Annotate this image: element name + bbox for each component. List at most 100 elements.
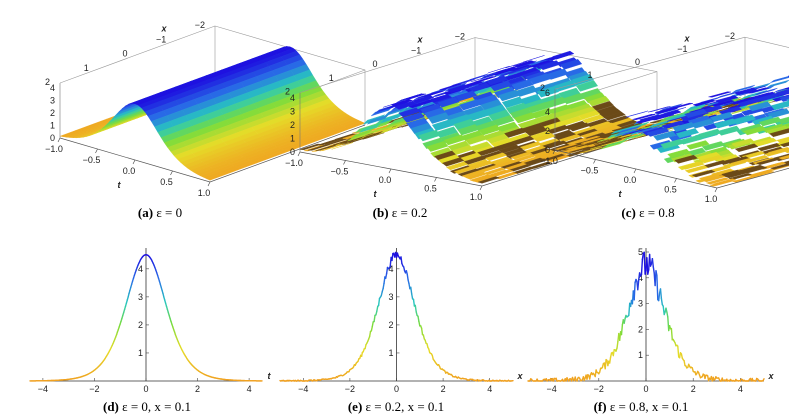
curve-segment <box>616 340 619 349</box>
surface-patch <box>775 88 789 96</box>
surface-patch <box>473 175 497 183</box>
surface-patch <box>765 125 789 135</box>
curve-segment <box>385 266 389 275</box>
t-tick-label: 0.0 <box>624 175 637 185</box>
curve-segment <box>623 317 626 324</box>
surface-patch <box>572 143 596 150</box>
y-tick-label: 1 <box>388 348 393 358</box>
caption-d: (d) ε = 0, x = 0.1 <box>103 399 191 415</box>
surface-patch <box>576 141 599 148</box>
surface-patch <box>465 134 488 145</box>
surface-patch <box>351 129 374 139</box>
surface-patch <box>653 130 677 141</box>
curve-segment <box>377 297 381 307</box>
x-tick-label: 2 <box>540 83 545 93</box>
surface-patch <box>529 161 553 169</box>
surface-patch <box>698 128 722 139</box>
curve-segment <box>371 321 374 328</box>
z-tick-label: 4 <box>545 107 550 117</box>
surface-patch <box>398 107 421 118</box>
caption-c-text: ε = 0.8 <box>639 205 675 220</box>
surface-patch <box>769 128 789 138</box>
surface-patch <box>637 125 661 134</box>
surface-patch <box>654 106 679 114</box>
x-axis-label: x <box>516 371 523 381</box>
x-tick-label: 4 <box>247 384 252 394</box>
curve-segment <box>373 314 376 323</box>
x-tick-label: 2 <box>285 87 290 97</box>
t-tick-label: 0.5 <box>424 184 437 194</box>
x-tick-label: −2 <box>725 31 735 41</box>
surface-patch <box>486 75 509 86</box>
surface-patch <box>422 137 445 149</box>
curve-segment <box>641 252 644 261</box>
curve-segment <box>368 330 372 338</box>
surface-patch <box>748 101 772 112</box>
surface-patch <box>447 84 470 94</box>
surface-patch <box>206 172 227 181</box>
surface-patch <box>734 143 759 153</box>
surface-patch <box>730 97 755 105</box>
x-axis-label: x <box>416 35 423 45</box>
surface-patch <box>494 172 518 180</box>
curve-segment <box>417 315 420 323</box>
curve-segment <box>391 252 394 262</box>
surface-patch <box>477 176 501 184</box>
surface-patch <box>465 172 489 180</box>
surface-patch <box>696 151 721 161</box>
surface-patch <box>784 87 789 90</box>
x-tick-label: −2 <box>89 384 99 394</box>
surface-patch <box>490 80 513 92</box>
t-tick-mark <box>674 178 677 183</box>
t-tick-mark <box>633 168 637 174</box>
surface-patch <box>755 157 780 166</box>
surface-patch <box>767 147 789 155</box>
x-tick-label: 1 <box>587 70 592 80</box>
caption-f-tag: (f) <box>593 399 607 414</box>
surface-patch <box>586 139 610 146</box>
surface-patch <box>531 107 554 119</box>
curve-segment <box>659 288 663 300</box>
surface-patch <box>378 125 401 134</box>
z-tick-label: 3 <box>290 107 295 117</box>
surface-patch <box>658 109 682 118</box>
caption-e: (e) ε = 0.2, x = 0.1 <box>348 399 444 415</box>
surface-patch <box>505 102 529 115</box>
surface-patch <box>577 135 601 143</box>
surface-patch <box>505 61 528 69</box>
surface-patch <box>684 108 708 119</box>
x-tick-label: −1 <box>156 34 166 44</box>
curve-segment <box>640 258 644 276</box>
x-tick-label: 0 <box>394 384 399 394</box>
curve-segment <box>609 356 612 364</box>
x-axis-label: x <box>767 371 774 381</box>
surface-patch <box>753 137 778 147</box>
curve-segment <box>656 274 659 301</box>
surface-patch <box>684 165 709 174</box>
t-tick-label: 1.0 <box>705 194 718 204</box>
x-tick-label: −2 <box>195 20 205 30</box>
surface-patch <box>402 112 425 123</box>
curve-segment <box>643 251 646 275</box>
t-tick-mark <box>714 187 718 193</box>
line-plot-e: −4 −2 0 2 4 1 2 3 4 x <box>279 248 523 394</box>
caption-c-tag: (c) <box>621 205 636 220</box>
surface-patch <box>732 84 756 93</box>
t-tick-mark <box>593 159 596 164</box>
surface-patch <box>578 110 601 120</box>
surface-patch <box>675 128 700 139</box>
surface-patch <box>639 114 663 123</box>
surface-patch <box>536 85 560 98</box>
curve-segment <box>762 378 765 382</box>
curve-segment <box>666 311 669 318</box>
y-tick-label: 3 <box>388 292 393 302</box>
surface-patch <box>660 139 684 149</box>
surface-patch <box>579 147 603 154</box>
surface-patch <box>449 114 472 126</box>
surface-patch <box>331 142 354 150</box>
box-top-left-edge <box>59 25 216 84</box>
surface-patch <box>347 132 370 142</box>
z-tick-label: 2 <box>545 126 550 136</box>
